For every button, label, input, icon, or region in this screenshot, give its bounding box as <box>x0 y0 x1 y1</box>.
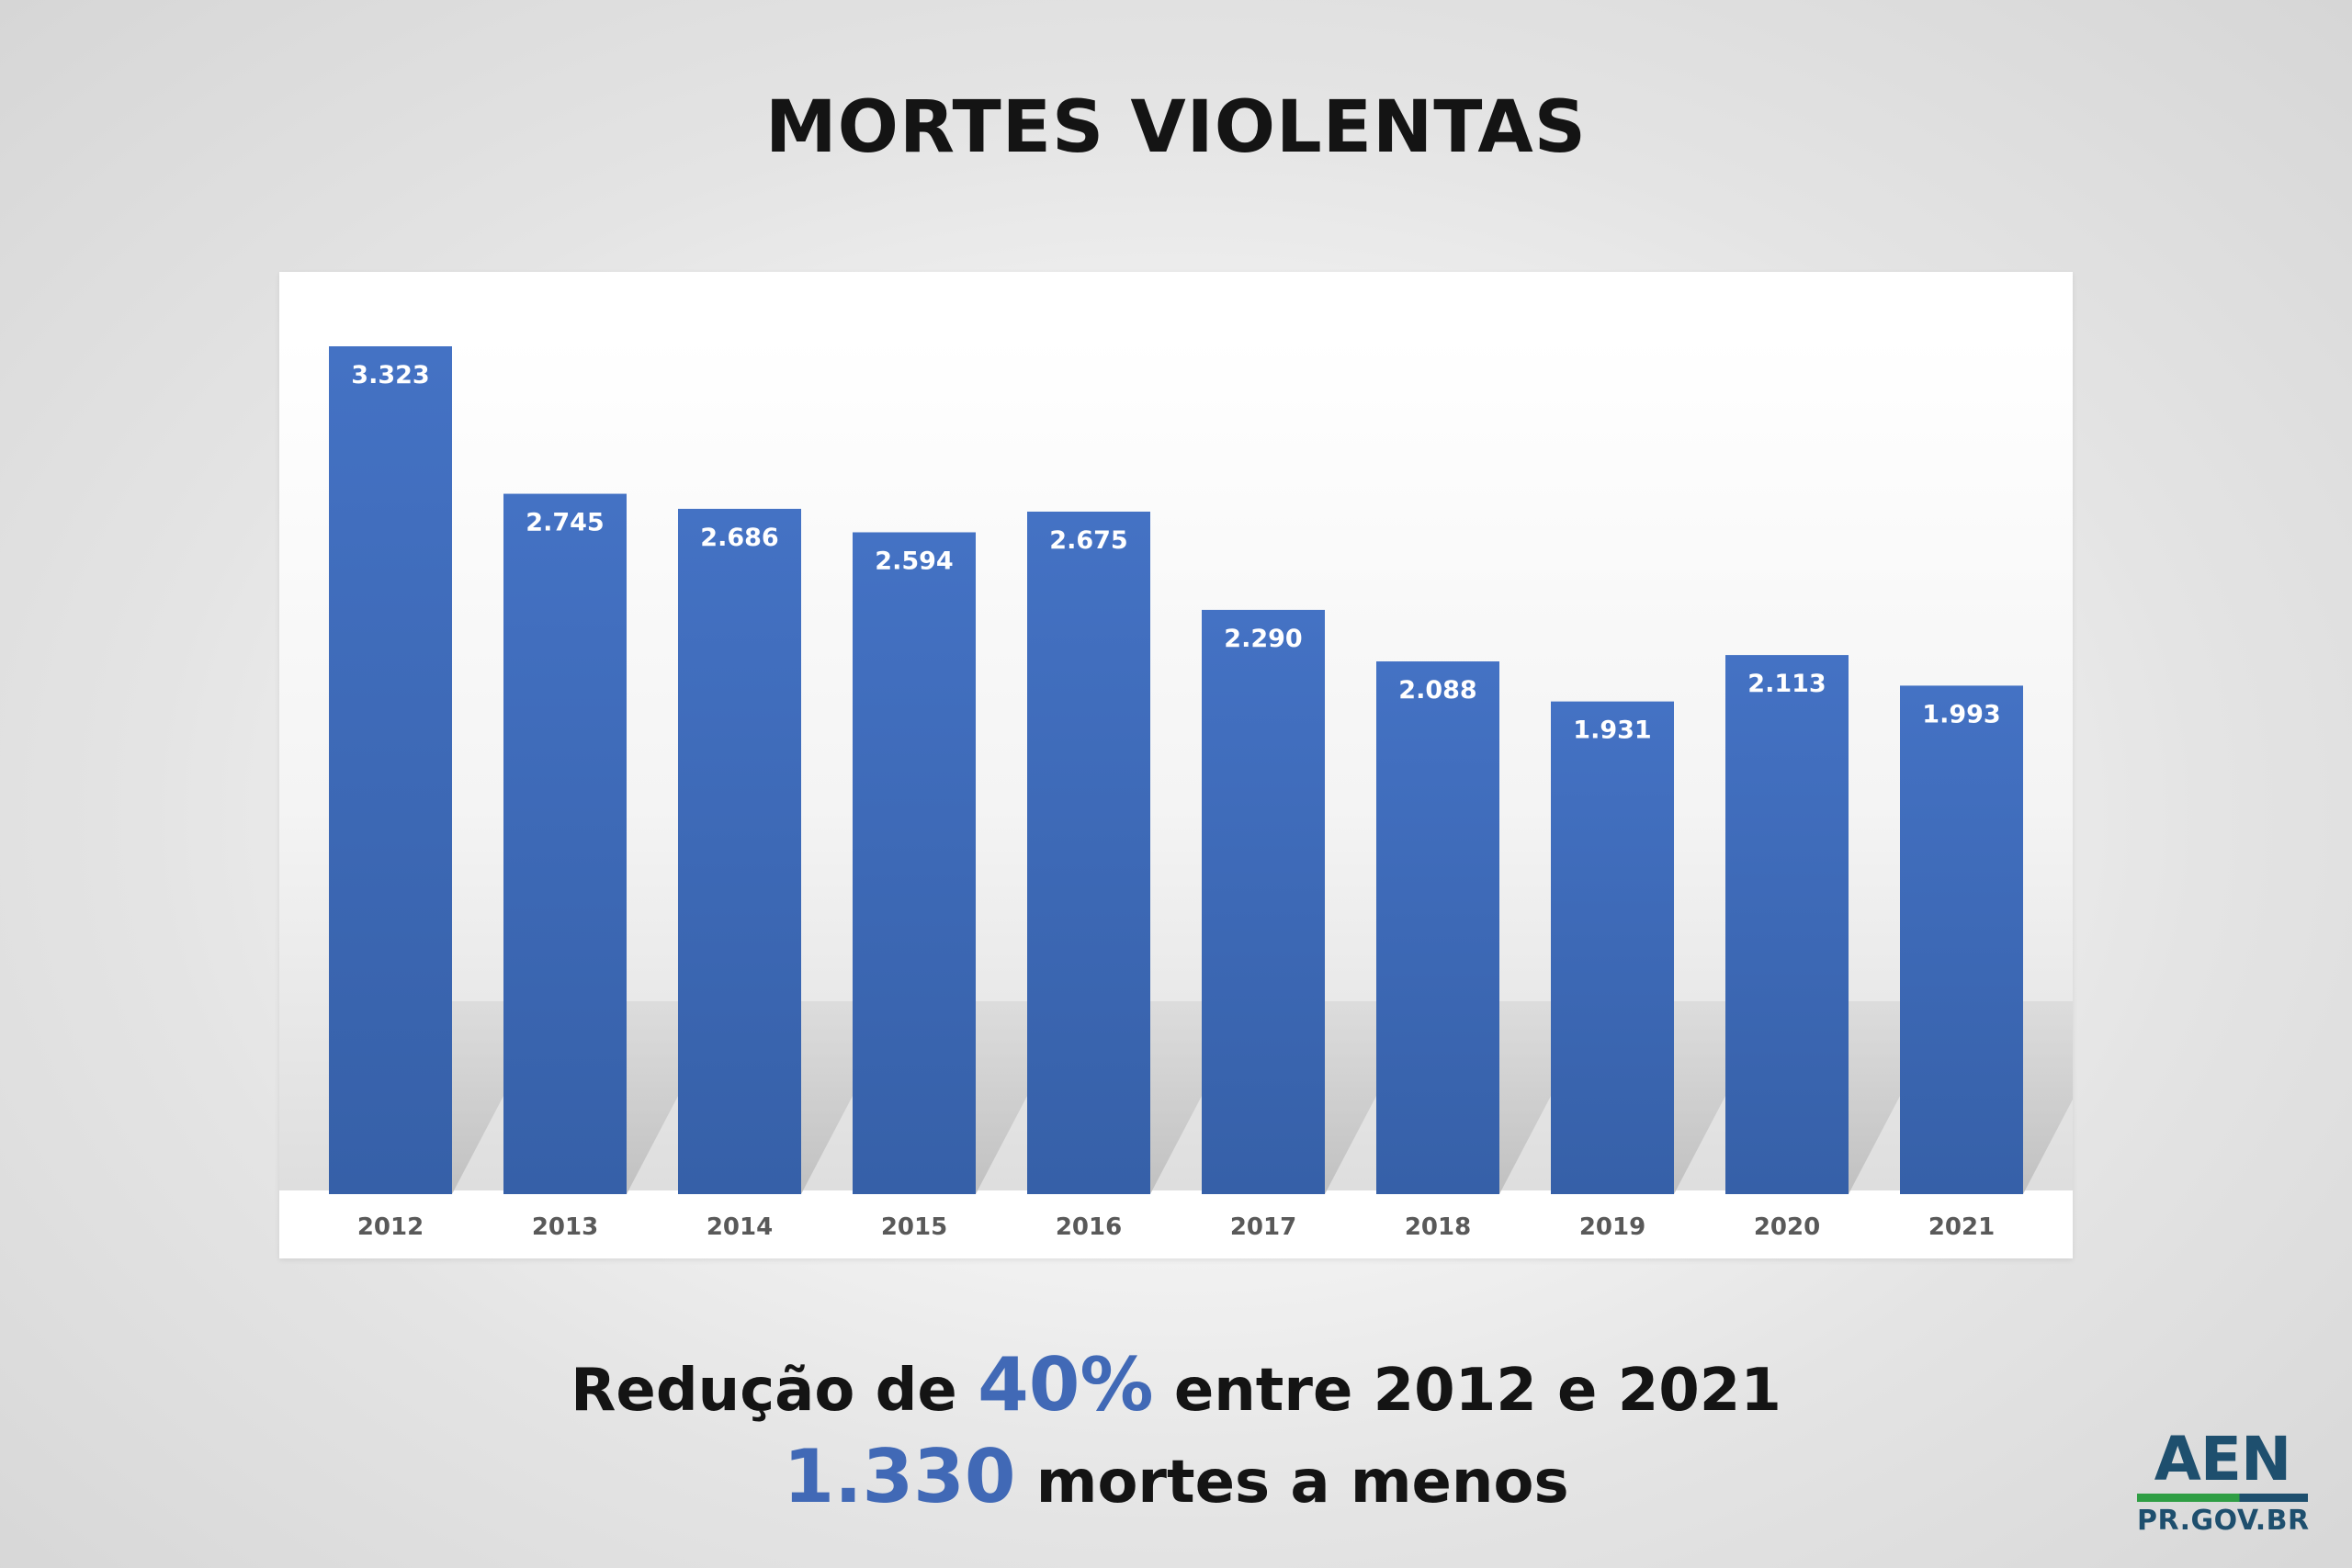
bar-2016 <box>1027 512 1150 1194</box>
value-label-2021: 1.993 <box>1922 700 2000 728</box>
category-label-2016: 2016 <box>1056 1213 1122 1241</box>
summary-line1-text: Redução de <box>571 1357 978 1425</box>
value-label-2017: 2.290 <box>1224 625 1302 653</box>
category-label-2017: 2017 <box>1230 1213 1296 1241</box>
category-label-2021: 2021 <box>1928 1213 1995 1241</box>
summary-line1-period: entre 2012 e 2021 <box>1154 1357 1781 1425</box>
bar-2015 <box>853 532 976 1194</box>
category-label-2015: 2015 <box>881 1213 947 1241</box>
category-labels: 2012 2013 2014 2015 2016 2017 2018 2019 2020 2021 <box>357 1213 1995 1241</box>
value-label-2018: 2.088 <box>1398 676 1476 705</box>
value-label-2013: 2.745 <box>526 509 604 537</box>
category-label-2014: 2014 <box>707 1213 773 1241</box>
bar-2017 <box>1202 610 1325 1194</box>
bar-chart-panel: 3.323 2.745 2.686 2.594 2.675 2.290 2.088 1.931… <box>279 272 2073 1258</box>
value-label-2014: 2.686 <box>700 524 778 552</box>
reduction-percentage: 40% <box>978 1342 1153 1427</box>
bar-2019 <box>1551 702 1674 1194</box>
value-label-2020: 2.113 <box>1747 670 1826 698</box>
aen-logo: AEN PR.GOV.BR <box>2137 1429 2308 1535</box>
category-label-2018: 2018 <box>1405 1213 1471 1241</box>
value-label-2012: 3.323 <box>351 361 429 389</box>
logo-domain: PR.GOV.BR <box>2137 1507 2308 1535</box>
bar-2021 <box>1900 685 2023 1194</box>
deaths-reduced-count: 1.330 <box>783 1434 1015 1519</box>
reduction-summary: Redução de 40% entre 2012 e 2021 <box>0 1348 2352 1422</box>
deaths-reduction-summary: 1.330 mortes a menos <box>0 1440 2352 1514</box>
category-label-2012: 2012 <box>357 1213 424 1241</box>
category-label-2013: 2013 <box>532 1213 598 1241</box>
bar-2020 <box>1725 655 1849 1194</box>
value-label-2016: 2.675 <box>1049 526 1127 555</box>
category-label-2019: 2019 <box>1579 1213 1645 1241</box>
page-title: MORTES VIOLENTAS <box>0 92 2352 164</box>
bar-2018 <box>1376 661 1499 1194</box>
bar-2012 <box>329 346 452 1194</box>
bar-2013 <box>503 494 627 1194</box>
value-label-2015: 2.594 <box>875 547 953 575</box>
logo-text: AEN <box>2137 1429 2308 1490</box>
value-label-2019: 1.931 <box>1573 716 1651 745</box>
summary-line2-text: mortes a menos <box>1015 1449 1568 1517</box>
category-label-2020: 2020 <box>1754 1213 1820 1241</box>
logo-stripe <box>2137 1494 2308 1502</box>
bar-chart: 3.323 2.745 2.686 2.594 2.675 2.290 2.088 1.931… <box>279 272 2073 1258</box>
bar-2014 <box>678 509 801 1194</box>
